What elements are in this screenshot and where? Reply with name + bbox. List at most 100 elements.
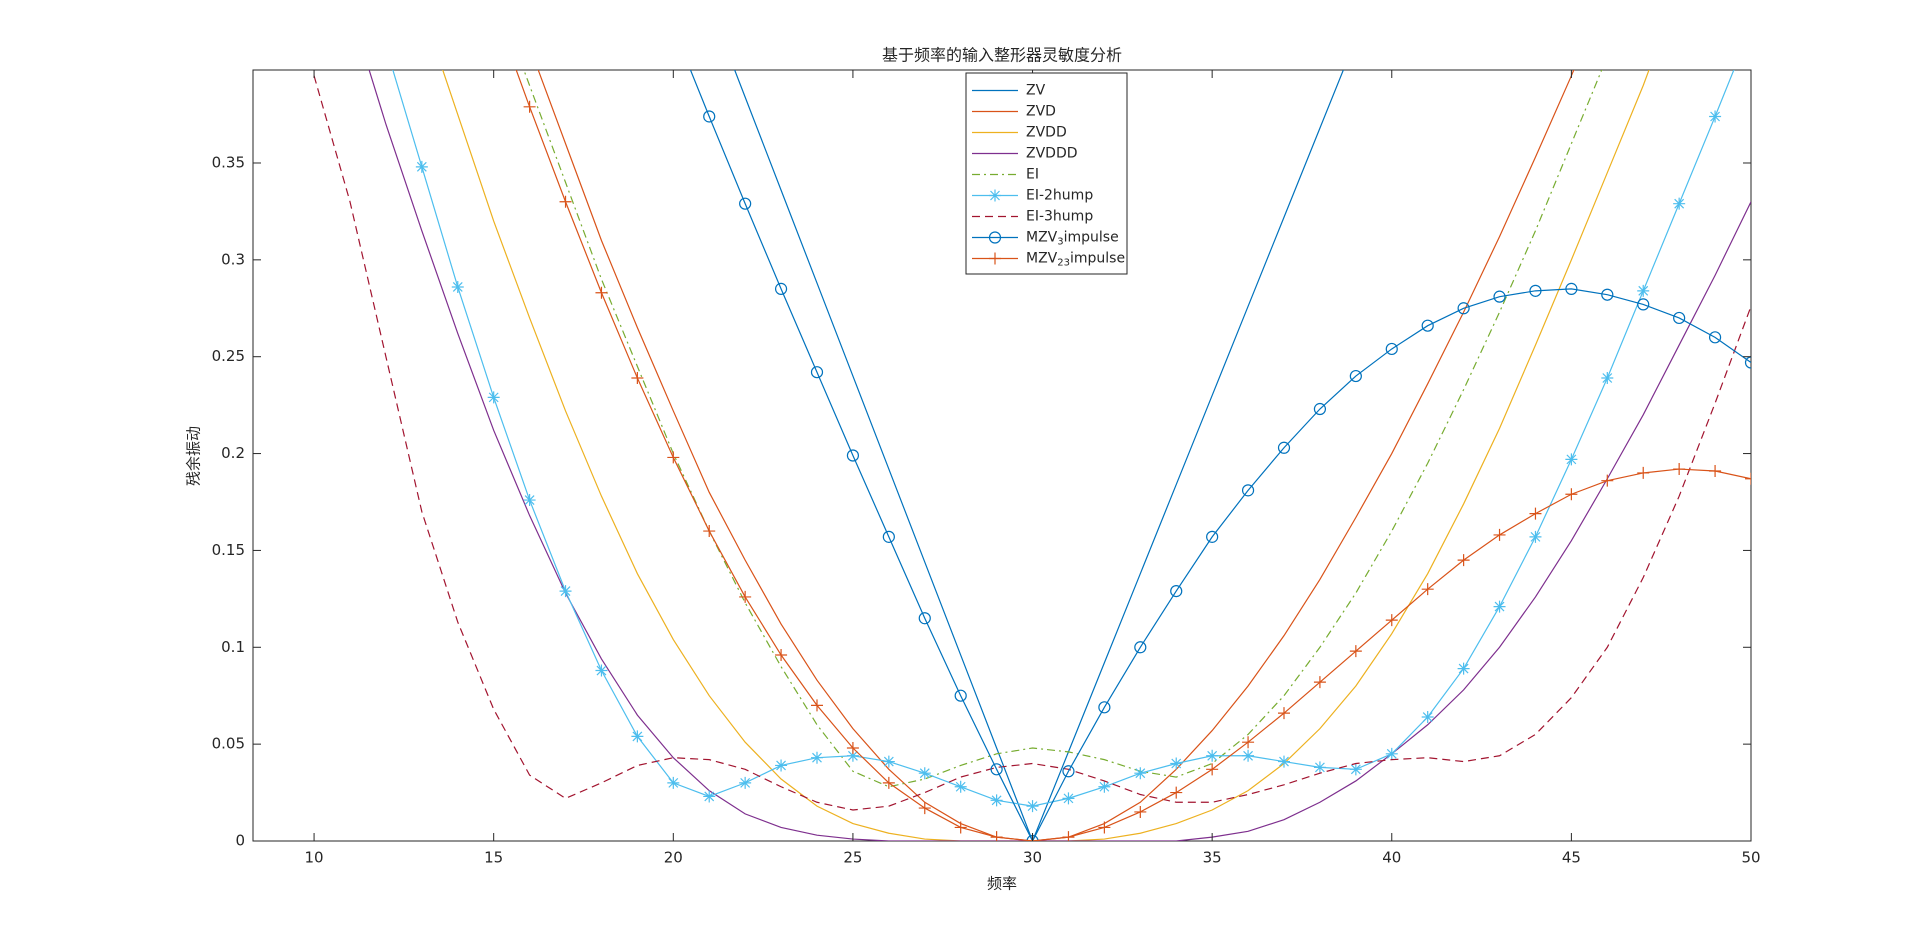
marker [774, 282, 788, 296]
marker [1206, 763, 1219, 776]
marker [559, 195, 572, 208]
series-line [523, 70, 1603, 788]
marker [595, 286, 608, 299]
marker [1206, 530, 1219, 543]
marker [954, 821, 967, 834]
y-tick-label: 0.2 [221, 444, 245, 462]
marker [1170, 585, 1183, 598]
series-line [442, 70, 1650, 841]
legend-label: ZVDDD [1026, 146, 1078, 162]
marker [667, 776, 680, 789]
marker [1529, 530, 1542, 543]
marker [380, 41, 392, 53]
marker [1493, 290, 1506, 303]
legend-label: MZV3impulse [1026, 230, 1119, 248]
series-line [313, 75, 1751, 811]
marker [990, 794, 1003, 807]
marker [1349, 763, 1362, 776]
marker [989, 252, 1001, 265]
marker [1278, 755, 1290, 768]
marker [1637, 298, 1650, 311]
ticks: 10 15 20 25 30 35 40 45 50 0 0.05 0.1 0.15 0.2 0.25 0.3… [212, 70, 1761, 867]
marker [1745, 472, 1751, 485]
marker [1673, 311, 1686, 325]
marker [846, 749, 859, 762]
x-tick-label: 40 [1382, 849, 1401, 867]
marker [1134, 767, 1147, 780]
marker [1170, 757, 1183, 770]
marker [1170, 786, 1183, 799]
marker [810, 699, 823, 712]
legend: ZV ZVD ZVDD ZVDDD EI EI-2hump EI-3hump MZV3impu… [965, 72, 1128, 275]
marker [918, 612, 931, 625]
marker [559, 585, 572, 598]
marker [1493, 600, 1506, 613]
marker [1709, 464, 1722, 477]
marker [1529, 284, 1542, 297]
marker [1313, 402, 1327, 416]
marker [1098, 821, 1111, 834]
marker [1385, 614, 1398, 627]
series-line [537, 70, 1575, 841]
x-tick-label: 10 [305, 849, 324, 867]
y-tick-label: 0.05 [212, 735, 245, 753]
marker [1134, 641, 1147, 654]
marker [988, 231, 1002, 244]
y-tick-label: 0.1 [221, 638, 245, 656]
marker [1206, 749, 1219, 762]
marker [739, 197, 752, 210]
x-axis-label: 频率 [987, 875, 1017, 893]
marker [1565, 488, 1578, 501]
legend-label: EI-2hump [1026, 188, 1093, 204]
x-tick-label: 20 [664, 849, 683, 867]
legend-label: ZVDD [1026, 125, 1067, 141]
marker [1242, 749, 1255, 762]
marker [1565, 282, 1578, 296]
marker [1637, 466, 1650, 479]
marker [1278, 707, 1290, 720]
marker [846, 449, 860, 462]
marker [1601, 288, 1614, 301]
marker [703, 790, 716, 803]
marker [989, 189, 1001, 202]
marker [1673, 197, 1686, 210]
marker [1745, 21, 1757, 33]
marker [1457, 302, 1470, 315]
marker [1529, 507, 1542, 520]
x-tick-label: 30 [1023, 849, 1042, 867]
marker [631, 372, 644, 385]
marker [882, 530, 895, 543]
marker [739, 776, 752, 789]
marker [1421, 583, 1434, 596]
plot [313, 21, 1757, 841]
marker [775, 759, 788, 772]
marker [882, 776, 895, 789]
legend-box [965, 72, 1128, 275]
marker [1601, 372, 1614, 385]
marker [523, 100, 536, 113]
marker [1241, 484, 1255, 497]
series-line [515, 70, 1751, 841]
marker [846, 742, 859, 755]
y-tick-label: 0.35 [212, 153, 245, 171]
series-line [368, 70, 1751, 841]
marker [1134, 805, 1147, 818]
marker [595, 664, 608, 677]
marker [1098, 780, 1111, 793]
marker [631, 730, 644, 743]
marker [990, 831, 1003, 841]
marker [1709, 110, 1722, 123]
legend-label: MZV23impulse [1026, 251, 1125, 269]
marker [1457, 554, 1470, 567]
y-tick-label: 0 [235, 832, 245, 850]
chart-title: 基于频率的输入整形器灵敏度分析 [882, 46, 1122, 65]
marker [810, 751, 823, 764]
marker [1062, 831, 1075, 841]
marker [1637, 284, 1650, 297]
marker [990, 763, 1003, 776]
x-tick-label: 25 [843, 849, 862, 867]
marker [487, 391, 500, 404]
y-tick-label: 0.3 [221, 250, 245, 268]
x-tick-label: 50 [1741, 849, 1760, 867]
